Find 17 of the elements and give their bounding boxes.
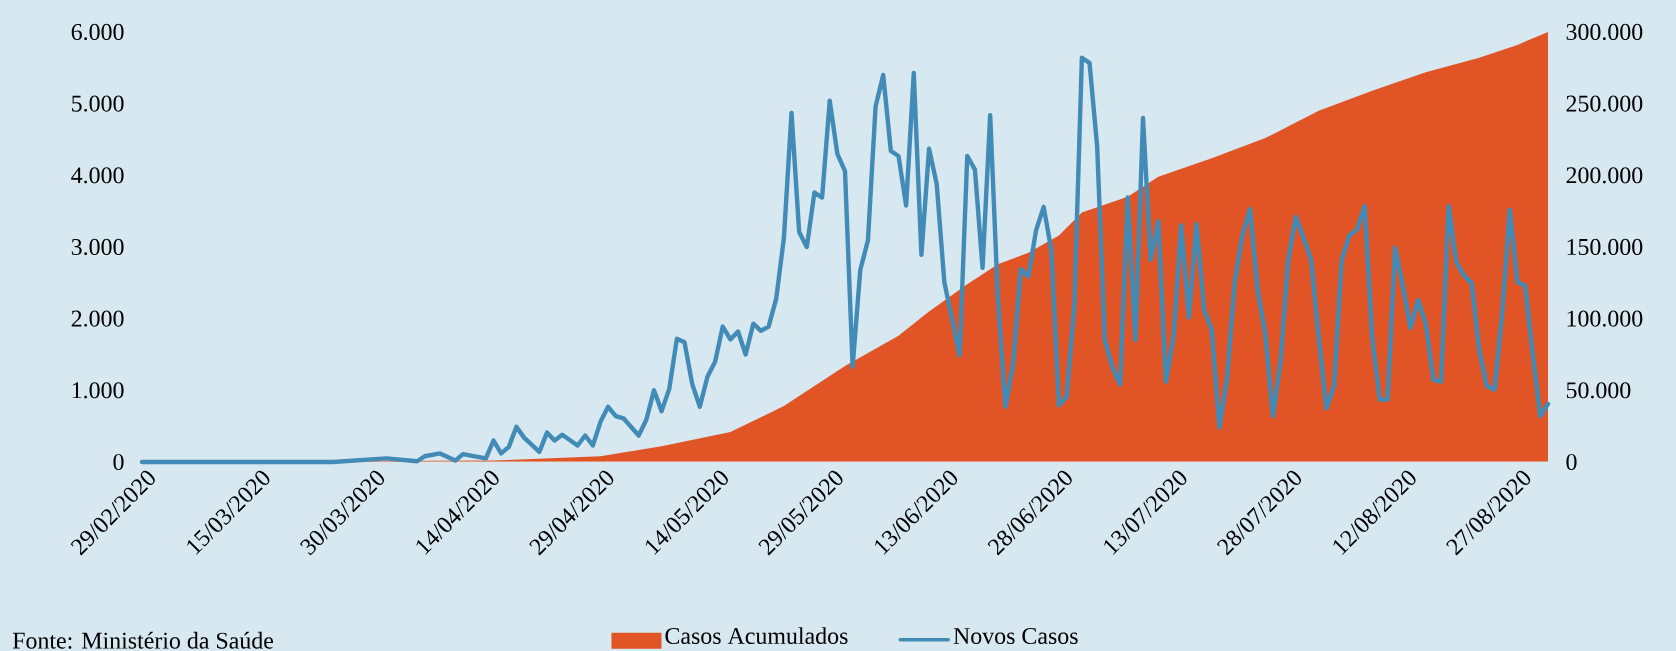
source-note: Fonte: Ministério da Saúde [12, 631, 274, 649]
y-tick-label: 0 [113, 453, 124, 471]
y2-tick-label: 250.000 [1566, 95, 1643, 112]
y-tick-label: 1.000 [72, 382, 124, 399]
y-tick-label: 2.000 [71, 310, 124, 327]
y2-tick-label: 100.000 [1567, 310, 1643, 327]
legend-label: Casos Acumulados [665, 627, 848, 645]
y2-tick-label: 50.000 [1566, 382, 1631, 399]
y2-tick-label: 300.000 [1566, 23, 1643, 41]
y2-tick-label: 200.000 [1566, 167, 1643, 184]
y-tick-label: 3.000 [71, 238, 124, 256]
legend-label: Novos Casos [953, 627, 1078, 645]
y-tick-label: 6.000 [71, 23, 124, 41]
y-tick-label: 5.000 [72, 95, 124, 112]
y-tick-label: 4.000 [71, 167, 124, 184]
y2-tick-label: 0 [1566, 453, 1577, 471]
y2-tick-label: 150.000 [1567, 238, 1643, 256]
